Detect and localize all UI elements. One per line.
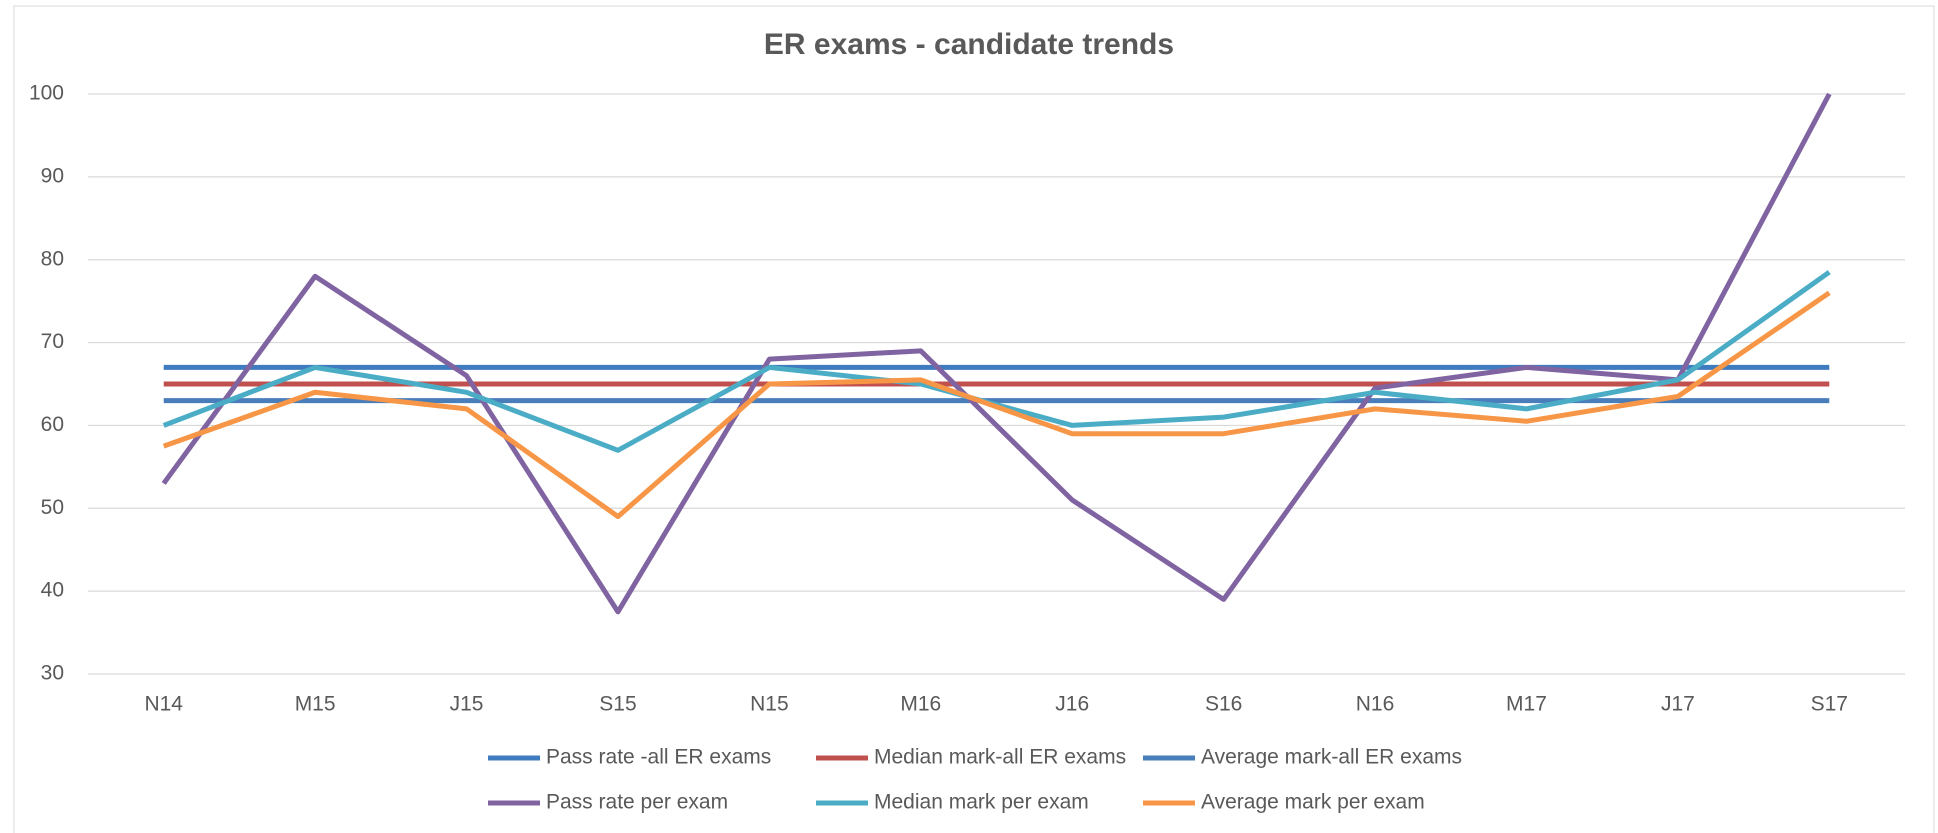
series-line (162, 290, 1831, 520)
y-tick-label: 60 (41, 413, 64, 436)
legend-label: Average mark-all ER exams (1201, 746, 1462, 769)
legend-label: Median mark-all ER exams (874, 746, 1126, 769)
x-tick-label: M15 (295, 693, 336, 716)
legend-label: Average mark per exam (1201, 791, 1425, 814)
x-tick-label: M16 (900, 693, 941, 716)
legend-label: Pass rate per exam (546, 791, 728, 814)
series-line (161, 92, 1832, 615)
y-tick-label: 50 (41, 496, 64, 519)
x-tick-label: N16 (1356, 693, 1395, 716)
x-tick-label: S17 (1811, 693, 1848, 716)
chart-frame (13, 5, 1935, 833)
x-tick-label: N15 (750, 693, 789, 716)
y-tick-label: 80 (41, 247, 64, 270)
x-tick-label: S16 (1205, 693, 1242, 716)
y-tick-label: 90 (41, 164, 64, 187)
x-tick-label: J16 (1055, 693, 1089, 716)
x-tick-label: M17 (1506, 693, 1547, 716)
x-tick-label: J17 (1661, 693, 1695, 716)
y-tick-label: 40 (41, 579, 64, 602)
y-tick-label: 70 (41, 330, 64, 353)
legend-label: Median mark per exam (874, 791, 1089, 814)
y-tick-label: 30 (41, 662, 64, 685)
x-tick-label: N14 (144, 693, 183, 716)
x-tick-label: S15 (599, 693, 636, 716)
chart-title: ER exams - candidate trends (764, 28, 1174, 61)
x-tick-label: J15 (450, 693, 484, 716)
legend-label: Pass rate -all ER exams (546, 746, 771, 769)
y-tick-label: 100 (29, 82, 64, 105)
